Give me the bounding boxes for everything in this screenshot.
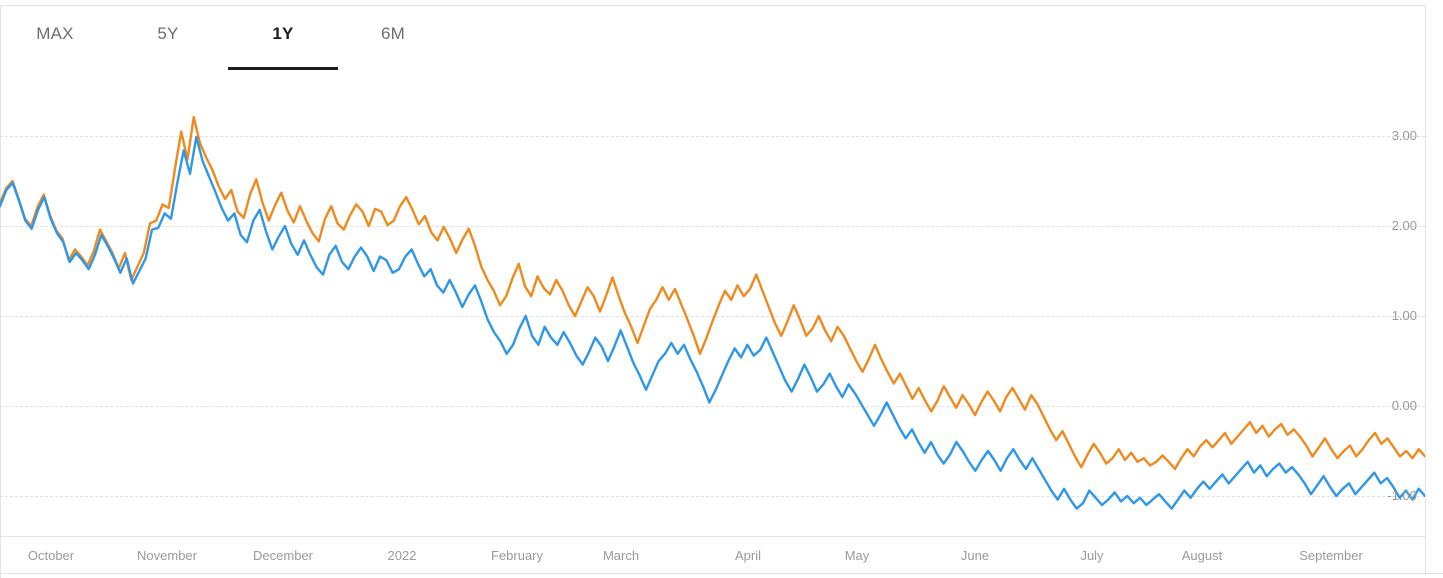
y-axis-label: 2.00 [1391,218,1417,233]
x-axis-label: 2022 [387,548,417,563]
tab-5y-label: 5Y [157,24,179,43]
x-axis-label: May [844,548,870,563]
tab-1y-label: 1Y [272,24,294,43]
panel-right-border [1425,5,1426,574]
gridline-3 [0,136,1425,137]
tab-1y-underline [228,67,338,70]
x-axis-label: December [253,548,313,563]
y-axis-label: 0.00 [1391,398,1417,413]
gridline-2 [0,226,1425,227]
gridline-0 [0,406,1425,407]
x-axis-label: June [960,548,990,563]
tab-max-label: MAX [36,24,74,43]
chart-plot-area[interactable]: 3.00 2.00 1.00 0.00 -1.00 [0,70,1425,536]
tab-6m-label: 6M [380,24,406,43]
tab-6m[interactable]: 6M [338,6,448,70]
panel-left-border [0,5,1,578]
x-axis-label: July [1080,548,1104,563]
y-axis-label: 1.00 [1391,308,1417,323]
range-tab-bar: MAX 5Y 1Y 6M [0,6,1425,70]
gridline-1 [0,316,1425,317]
tab-5y[interactable]: 5Y [113,6,223,70]
x-axis-label: August [1181,548,1223,563]
y-axis-label: 3.00 [1391,128,1417,143]
x-axis-label: November [137,548,197,563]
panel-top-border [0,5,1426,6]
x-axis-label: October [27,548,75,563]
tab-1y[interactable]: 1Y [228,6,338,70]
x-axis-label: April [734,548,762,563]
line-series-a [0,115,1425,471]
tab-max[interactable]: MAX [0,6,110,70]
chart-gridlines [0,70,1425,536]
y-axis-label: -1.00 [1387,488,1417,503]
chart-series-canvas [0,115,1425,510]
x-axis-label: February [490,548,544,563]
line-series-b [0,135,1425,510]
x-axis-label: September [1299,548,1363,563]
x-axis-label: March [602,548,640,563]
chart-x-axis: October November December 2022 February March… [0,536,1425,574]
gridline--1 [0,496,1425,497]
